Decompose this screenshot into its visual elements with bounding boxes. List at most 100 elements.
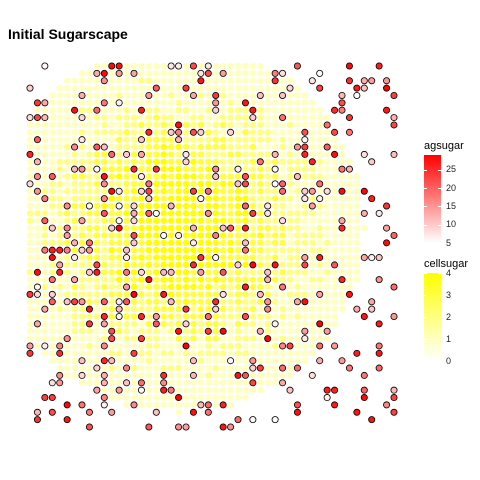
cell-point bbox=[93, 129, 101, 136]
agent-point bbox=[100, 298, 108, 306]
cell-point bbox=[353, 246, 361, 254]
agent-point bbox=[241, 202, 249, 210]
cell-point bbox=[323, 246, 331, 254]
cell-point bbox=[182, 401, 190, 409]
cell-point bbox=[63, 77, 71, 84]
cell-point bbox=[160, 246, 167, 254]
cell-point bbox=[175, 202, 182, 210]
cell-point bbox=[160, 70, 167, 77]
cell-point bbox=[167, 84, 175, 92]
cell-point bbox=[138, 77, 145, 84]
cell-point bbox=[301, 313, 309, 320]
cell-point bbox=[86, 335, 93, 342]
cell-point bbox=[41, 121, 49, 129]
cell-point bbox=[34, 246, 41, 254]
cell-point bbox=[101, 92, 108, 99]
cell-point bbox=[323, 158, 331, 165]
cell-point bbox=[49, 158, 56, 165]
cell-point bbox=[279, 165, 286, 173]
cell-point bbox=[286, 77, 294, 84]
cell-point bbox=[338, 269, 346, 276]
cell-point bbox=[316, 202, 323, 210]
cell-point bbox=[153, 173, 160, 180]
cell-point bbox=[26, 195, 34, 202]
cell-point bbox=[190, 195, 197, 202]
agent-point bbox=[249, 364, 257, 372]
agent-point bbox=[279, 114, 287, 122]
cell-point bbox=[301, 158, 309, 165]
cell-point bbox=[153, 62, 160, 70]
legend-tick-label: 5 bbox=[446, 237, 452, 248]
cell-point bbox=[160, 320, 167, 328]
cell-point bbox=[301, 165, 309, 173]
cell-point bbox=[138, 143, 145, 151]
cell-point bbox=[101, 239, 108, 247]
cell-point bbox=[145, 114, 153, 121]
agent-point bbox=[249, 416, 257, 424]
agent-point bbox=[256, 290, 264, 298]
cell-point bbox=[190, 232, 197, 239]
cell-point bbox=[123, 188, 130, 195]
cell-point bbox=[160, 394, 167, 401]
agent-point bbox=[301, 143, 309, 151]
cell-point bbox=[212, 188, 219, 195]
cell-point bbox=[197, 165, 205, 173]
cell-point bbox=[182, 372, 190, 379]
agent-point bbox=[204, 187, 212, 195]
cell-point bbox=[257, 232, 264, 239]
cell-point bbox=[130, 62, 138, 70]
cell-point bbox=[167, 313, 175, 320]
cell-point bbox=[242, 151, 249, 158]
agent-point bbox=[360, 187, 368, 195]
cell-point bbox=[212, 335, 219, 342]
cell-point bbox=[160, 254, 167, 261]
cell-point bbox=[153, 114, 160, 121]
legend-tick-label: 10 bbox=[446, 219, 457, 230]
cell-point bbox=[279, 210, 286, 217]
cell-point bbox=[93, 77, 101, 84]
cell-point bbox=[167, 342, 175, 350]
cell-point bbox=[108, 350, 115, 357]
cell-point bbox=[93, 283, 101, 291]
cell-point bbox=[115, 143, 123, 151]
cell-point bbox=[93, 202, 101, 210]
cell-point bbox=[86, 261, 93, 269]
legend-tick-mark bbox=[438, 206, 441, 208]
cell-point bbox=[264, 114, 271, 121]
cell-point bbox=[49, 261, 56, 269]
agent-point bbox=[301, 298, 309, 306]
cell-point bbox=[301, 276, 309, 283]
cell-point bbox=[301, 305, 309, 313]
cell-point bbox=[309, 239, 316, 247]
cell-point bbox=[286, 129, 294, 136]
cell-point bbox=[108, 173, 115, 180]
agent-point bbox=[108, 327, 116, 335]
agent-point bbox=[123, 268, 131, 276]
agent-point bbox=[316, 342, 324, 350]
cell-point bbox=[108, 195, 115, 202]
agent-point bbox=[345, 165, 353, 173]
cell-point bbox=[338, 143, 346, 151]
cell-point bbox=[212, 269, 219, 276]
cell-point bbox=[167, 379, 175, 386]
cell-point bbox=[227, 379, 234, 386]
cell-point bbox=[316, 165, 323, 173]
cell-point bbox=[264, 77, 271, 84]
cell-point bbox=[93, 305, 101, 313]
cell-point bbox=[63, 261, 71, 269]
cell-point bbox=[323, 129, 331, 136]
agent-point bbox=[26, 84, 34, 92]
cell-point bbox=[234, 394, 242, 401]
cell-point bbox=[175, 99, 182, 107]
cell-point bbox=[160, 143, 167, 151]
agent-point bbox=[316, 290, 324, 298]
agent-point bbox=[316, 357, 324, 365]
agent-point bbox=[279, 187, 287, 195]
cell-point bbox=[271, 357, 279, 364]
cell-point bbox=[26, 136, 34, 143]
cell-point bbox=[309, 276, 316, 283]
cell-point bbox=[242, 254, 249, 261]
cell-point bbox=[257, 350, 264, 357]
cell-point bbox=[49, 335, 56, 342]
cell-point bbox=[145, 239, 153, 247]
